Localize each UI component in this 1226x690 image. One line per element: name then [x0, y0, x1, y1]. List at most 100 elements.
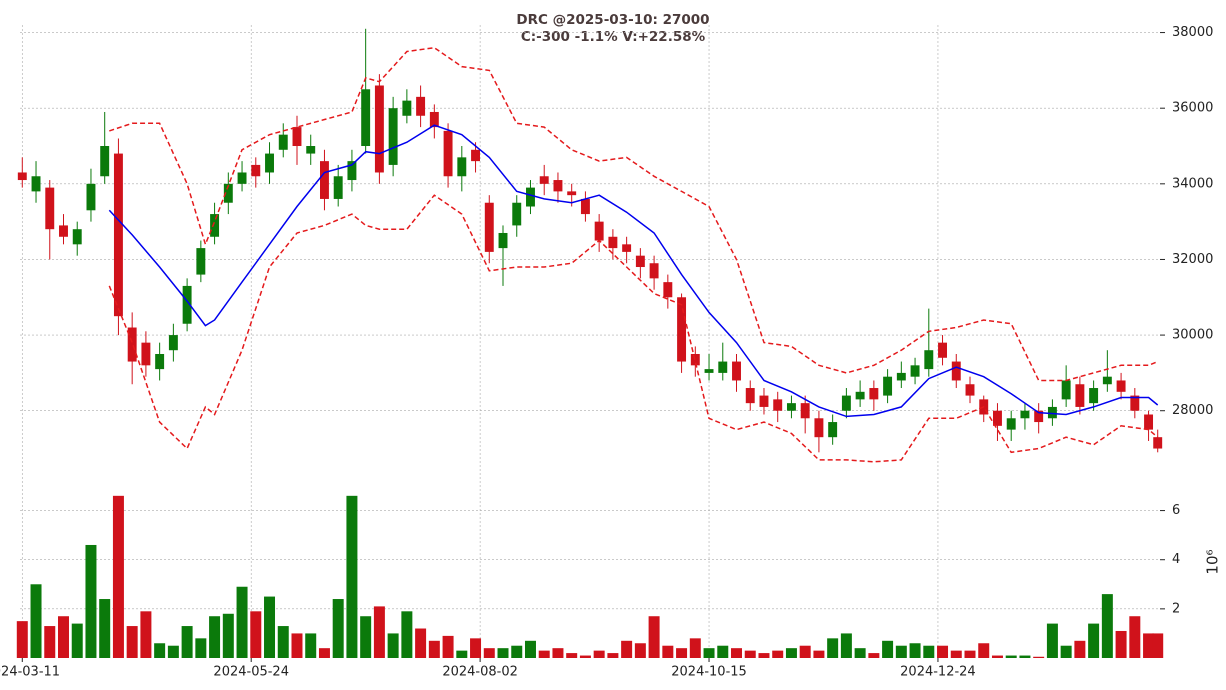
candle-body	[567, 191, 577, 196]
candle-body	[237, 172, 247, 184]
volume-bar	[950, 650, 962, 658]
volume-bar	[30, 584, 42, 658]
volume-bar	[937, 645, 949, 658]
candle-body	[484, 202, 494, 252]
candle-body	[814, 418, 824, 438]
volume-bar	[964, 650, 976, 658]
candle-body	[72, 229, 82, 245]
volume-bar	[744, 650, 756, 658]
y-tick-label: 34000	[1172, 176, 1213, 191]
y-tick-label: 38000	[1172, 25, 1213, 40]
candle-body	[127, 327, 137, 362]
candle-body	[649, 263, 659, 279]
volume-bar	[497, 648, 509, 658]
volume-bar	[840, 633, 852, 658]
candle-body	[1020, 410, 1030, 419]
volume-bar	[332, 599, 344, 658]
candle-body	[580, 198, 590, 215]
candle-body	[910, 365, 920, 377]
volume-bar	[909, 643, 921, 658]
y-tick-label: 2	[1172, 601, 1180, 616]
volume-bar	[882, 640, 894, 658]
candle-body	[786, 403, 796, 411]
volume-bar	[470, 638, 482, 658]
x-tick-label: 2024-12-24	[900, 665, 976, 680]
volume-bar	[923, 645, 935, 658]
volume-bar	[360, 616, 372, 658]
candle-body	[319, 161, 329, 199]
y-tick-label: 6	[1172, 503, 1180, 518]
volume-bar	[634, 643, 646, 658]
candle-body	[1075, 384, 1085, 407]
volume-bar	[799, 645, 811, 658]
candle-body	[553, 180, 563, 192]
candle-body	[759, 395, 769, 407]
volume-bar	[579, 655, 591, 658]
volume-bar	[1046, 623, 1058, 658]
volume-bar	[99, 599, 111, 658]
volume-bar	[1143, 633, 1155, 658]
volume-bar	[524, 640, 536, 658]
candle-body	[526, 187, 535, 207]
volume-bar	[16, 621, 28, 658]
volume-bar	[593, 650, 605, 658]
volume-bar	[621, 640, 633, 658]
candle-body	[1047, 406, 1057, 419]
candle-body	[1061, 380, 1071, 400]
volume-bar	[71, 623, 83, 658]
x-tick-label: 2024-08-02	[442, 665, 518, 680]
volume-bar	[703, 648, 715, 658]
volume-bar	[676, 648, 688, 658]
volume-bar	[1005, 655, 1017, 658]
candle-body	[306, 146, 316, 154]
volume-bar	[731, 648, 742, 658]
volume-bar	[195, 638, 207, 658]
volume-bar	[566, 653, 578, 658]
candle-body	[745, 388, 755, 404]
candle-body	[608, 236, 618, 249]
candle-body	[59, 225, 68, 237]
volume-bar	[813, 650, 825, 658]
volume-bar	[140, 611, 152, 658]
candle-body	[155, 353, 165, 370]
volume-bar	[717, 645, 729, 658]
volume-bar	[552, 648, 564, 658]
candle-body	[251, 164, 261, 177]
candle-body	[210, 214, 220, 237]
candle-body	[938, 342, 947, 358]
volume-bar	[387, 633, 399, 658]
y-axis-label: 10⁶	[1204, 549, 1222, 574]
candle-body	[498, 232, 508, 249]
volume-bar	[538, 650, 550, 658]
candle-body	[594, 221, 604, 241]
volume-bar	[648, 616, 660, 658]
candle-body	[718, 361, 728, 373]
candle-body	[512, 202, 522, 226]
candle-body	[704, 369, 714, 373]
candle-body	[1130, 395, 1140, 411]
candle-body	[732, 361, 741, 381]
volume-bar	[662, 645, 674, 658]
candle-body	[141, 342, 151, 366]
volume-bar	[772, 650, 784, 658]
candle-body	[1144, 414, 1154, 430]
candle-body	[416, 96, 426, 116]
volume-bar	[305, 633, 317, 658]
candle-body	[333, 176, 343, 199]
candle-body	[951, 361, 961, 381]
volume-bar	[401, 611, 413, 658]
volume-bar	[250, 611, 262, 658]
volume-bar	[511, 645, 523, 658]
overlay-line	[109, 46, 1158, 382]
candle-body	[622, 244, 632, 252]
volume-bar	[868, 653, 880, 658]
volume-bar	[58, 616, 69, 658]
y-tick-label: 28000	[1172, 403, 1213, 418]
volume-bar	[785, 648, 797, 658]
candle-body	[168, 335, 178, 351]
volume-bar	[167, 645, 179, 658]
candle-body	[31, 176, 41, 192]
volume-bar	[991, 655, 1003, 658]
candle-body	[1116, 380, 1126, 392]
